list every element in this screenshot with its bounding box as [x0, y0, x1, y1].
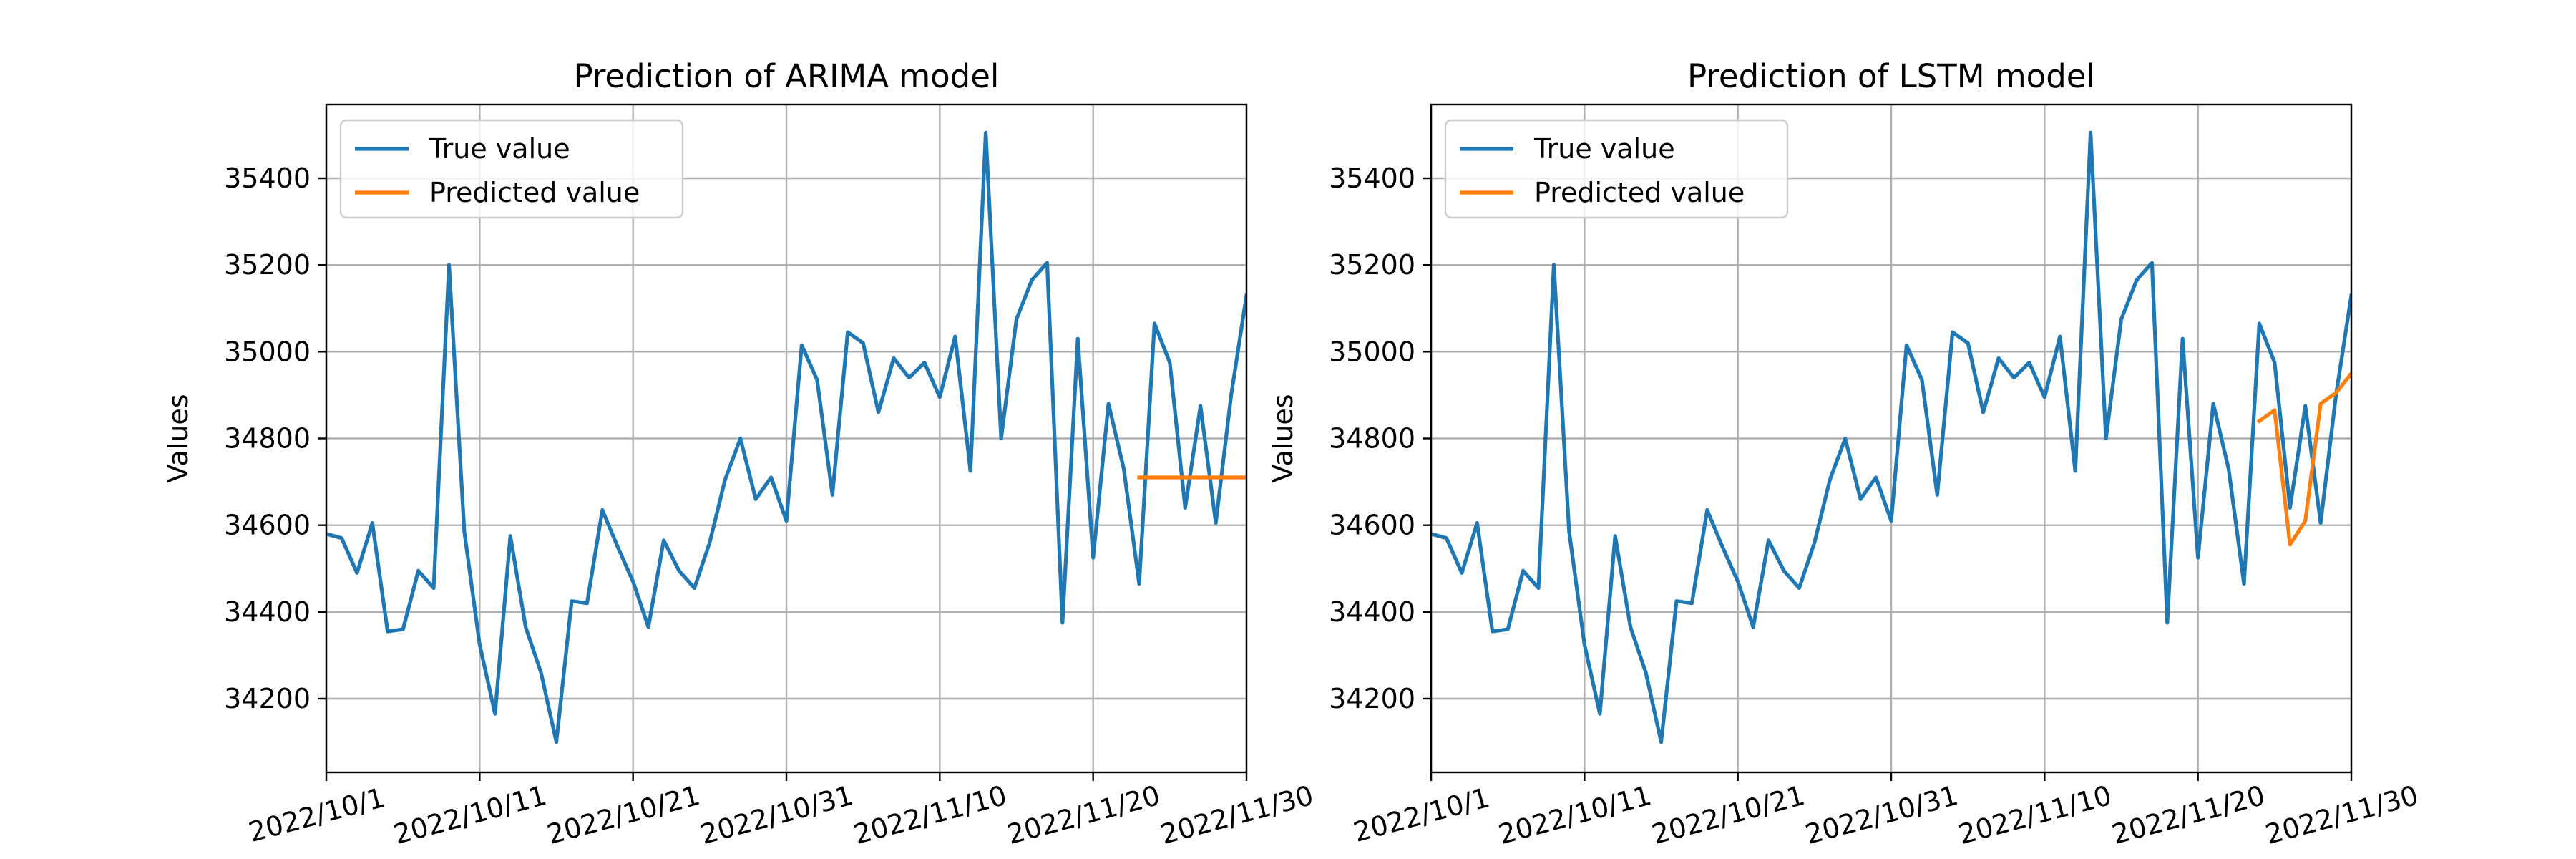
series-line-true-value: [326, 130, 1246, 744]
y-axis-label: Values: [162, 394, 194, 482]
x-tick-label: 2022/11/10: [1955, 780, 2114, 850]
x-tick-label: 2022/10/11: [390, 780, 550, 850]
series-group: [1431, 130, 2351, 744]
x-tick-label: 2022/10/31: [697, 780, 857, 850]
y-tick-label: 35400: [224, 162, 311, 194]
y-tick-label: 34200: [1329, 683, 1415, 714]
y-tick-label: 35000: [224, 336, 311, 367]
x-tick-label: 2022/10/21: [1649, 780, 1808, 850]
x-tick-label: 2022/10/31: [1802, 780, 1961, 850]
x-tick-label: 2022/10/1: [1350, 782, 1493, 848]
legend-box: [1444, 119, 1789, 219]
chart-title: Prediction of LSTM model: [1687, 57, 2095, 95]
y-tick-label: 35200: [1329, 249, 1415, 281]
legend-label-predicted-value: Predicted value: [1534, 177, 1745, 208]
legend-label-true-value: True value: [429, 133, 570, 165]
y-tick-label: 34200: [224, 683, 311, 714]
series-line-true-value: [1431, 130, 2351, 744]
y-tick-label: 34600: [224, 510, 311, 541]
x-tick-label: 2022/11/20: [2109, 780, 2268, 850]
chart-title: Prediction of ARIMA model: [574, 57, 1000, 95]
y-axis-label: Values: [1267, 394, 1299, 482]
x-tick-label: 2022/11/20: [1004, 780, 1163, 850]
legend: True value Predicted value: [1444, 119, 1789, 219]
x-tick-label: 2022/10/21: [544, 780, 703, 850]
y-tick-label: 34400: [1329, 596, 1415, 628]
series-group: [326, 130, 1246, 744]
x-tick-label: 2022/10/11: [1495, 780, 1654, 850]
y-tick-label: 34400: [224, 596, 311, 628]
y-tick-label: 34600: [1329, 510, 1415, 541]
legend-label-true-value: True value: [1533, 133, 1675, 165]
y-tick-label: 35200: [224, 249, 311, 281]
y-tick-label: 35000: [1329, 336, 1415, 367]
series-line-predicted-value: [2256, 370, 2351, 547]
y-tick-label: 34800: [1329, 423, 1415, 455]
x-tick-label: 2022/11/10: [850, 780, 1010, 850]
legend-box: [339, 119, 684, 219]
y-tick-label: 35400: [1329, 162, 1415, 194]
legend-label-predicted-value: Predicted value: [429, 177, 640, 208]
x-tick-label: 2022/10/1: [245, 782, 389, 848]
x-tick-label: 2022/11/30: [2262, 780, 2421, 850]
legend: True value Predicted value: [339, 119, 684, 219]
x-tick-label: 2022/11/30: [1157, 780, 1317, 850]
gridlines: [325, 105, 1248, 772]
y-tick-label: 34800: [224, 423, 311, 455]
